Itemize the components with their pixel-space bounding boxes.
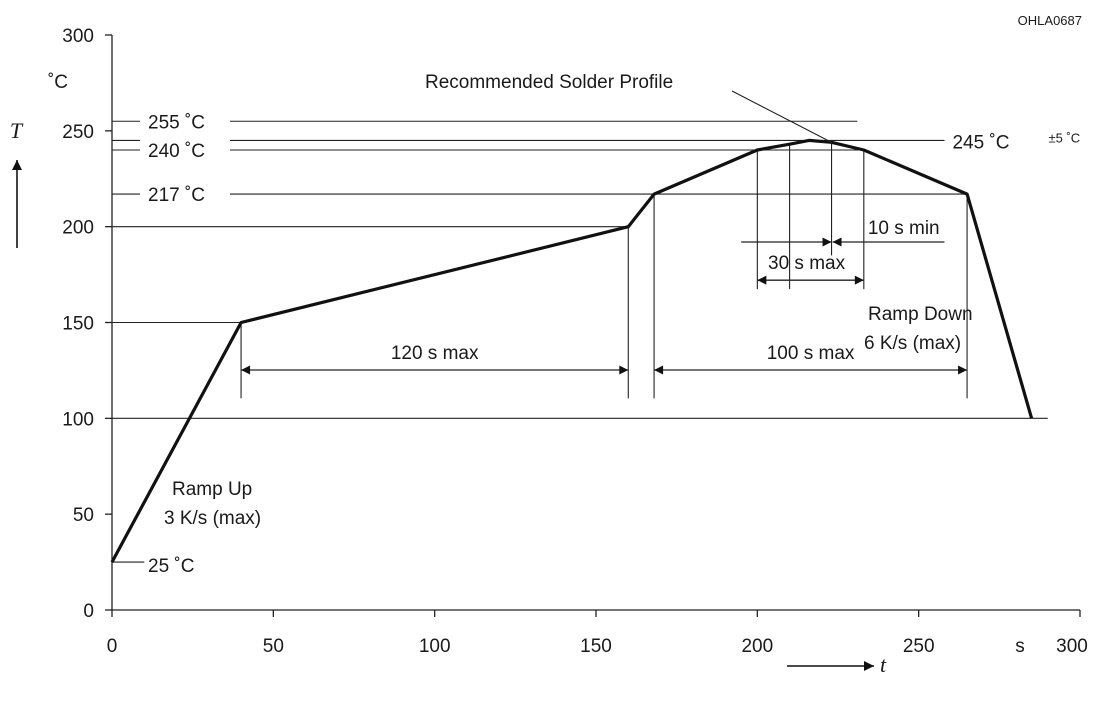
x-tick-label: 300: [1056, 636, 1088, 657]
ref-label-255-bg: [140, 108, 230, 135]
x-tick-label: 0: [107, 636, 118, 657]
ramp-down-rate: 6 K/s (max): [864, 333, 961, 354]
ref-label-217-bg: [140, 181, 230, 208]
peak-tolerance: ±5 ˚C: [1048, 130, 1080, 145]
dim-peak-min-bg: [865, 218, 946, 239]
x-tick-label: 150: [580, 636, 612, 657]
y-tick-label: 50: [73, 505, 94, 526]
y-tick-label: 200: [62, 218, 94, 239]
ref-label-255: 255 ˚C: [148, 112, 205, 133]
x-tick-label: 100: [419, 636, 451, 657]
ref-label-25: 25 ˚C: [148, 556, 194, 577]
x-tick-label: 200: [741, 636, 773, 657]
x-axis-label: t: [880, 652, 887, 677]
y-tick-label: 250: [62, 122, 94, 143]
ramp-down-label: Ramp Down: [868, 304, 973, 325]
y-tick-label: 0: [83, 601, 94, 622]
y-axis-label: T: [10, 118, 24, 143]
profile-label: Recommended Solder Profile: [425, 72, 673, 93]
ramp-up-label: Ramp Up: [172, 479, 252, 500]
ref-label-217: 217 ˚C: [148, 185, 205, 206]
figure-code: OHLA0687: [1018, 13, 1082, 28]
dim-peak-window-label: 30 s max: [768, 253, 846, 274]
x-tick-label: 50: [263, 636, 284, 657]
profile-leader: [731, 90, 832, 143]
ramp-up-rate: 3 K/s (max): [164, 508, 261, 529]
x-axis-unit: s: [1015, 636, 1025, 657]
plot-area: 0 50 100 150 200 250 300 0 50 100 150 200 250 300 255 …: [62, 26, 1088, 657]
y-tick-label: 150: [62, 314, 94, 335]
dim-preheat-label: 120 s max: [391, 343, 479, 364]
y-tick-label: 100: [62, 409, 94, 430]
y-axis-unit: ˚C: [48, 72, 68, 93]
dim-reflow-label: 100 s max: [767, 343, 855, 364]
x-tick-label: 250: [903, 636, 935, 657]
y-tick-label: 300: [62, 26, 94, 47]
ref-label-240: 240 ˚C: [148, 141, 205, 162]
ref-label-240-bg: [140, 137, 230, 163]
peak-label: 245 ˚C: [952, 132, 1009, 153]
dim-peak-min-label: 10 s min: [868, 218, 940, 239]
profile-curve: [110, 138, 1034, 563]
